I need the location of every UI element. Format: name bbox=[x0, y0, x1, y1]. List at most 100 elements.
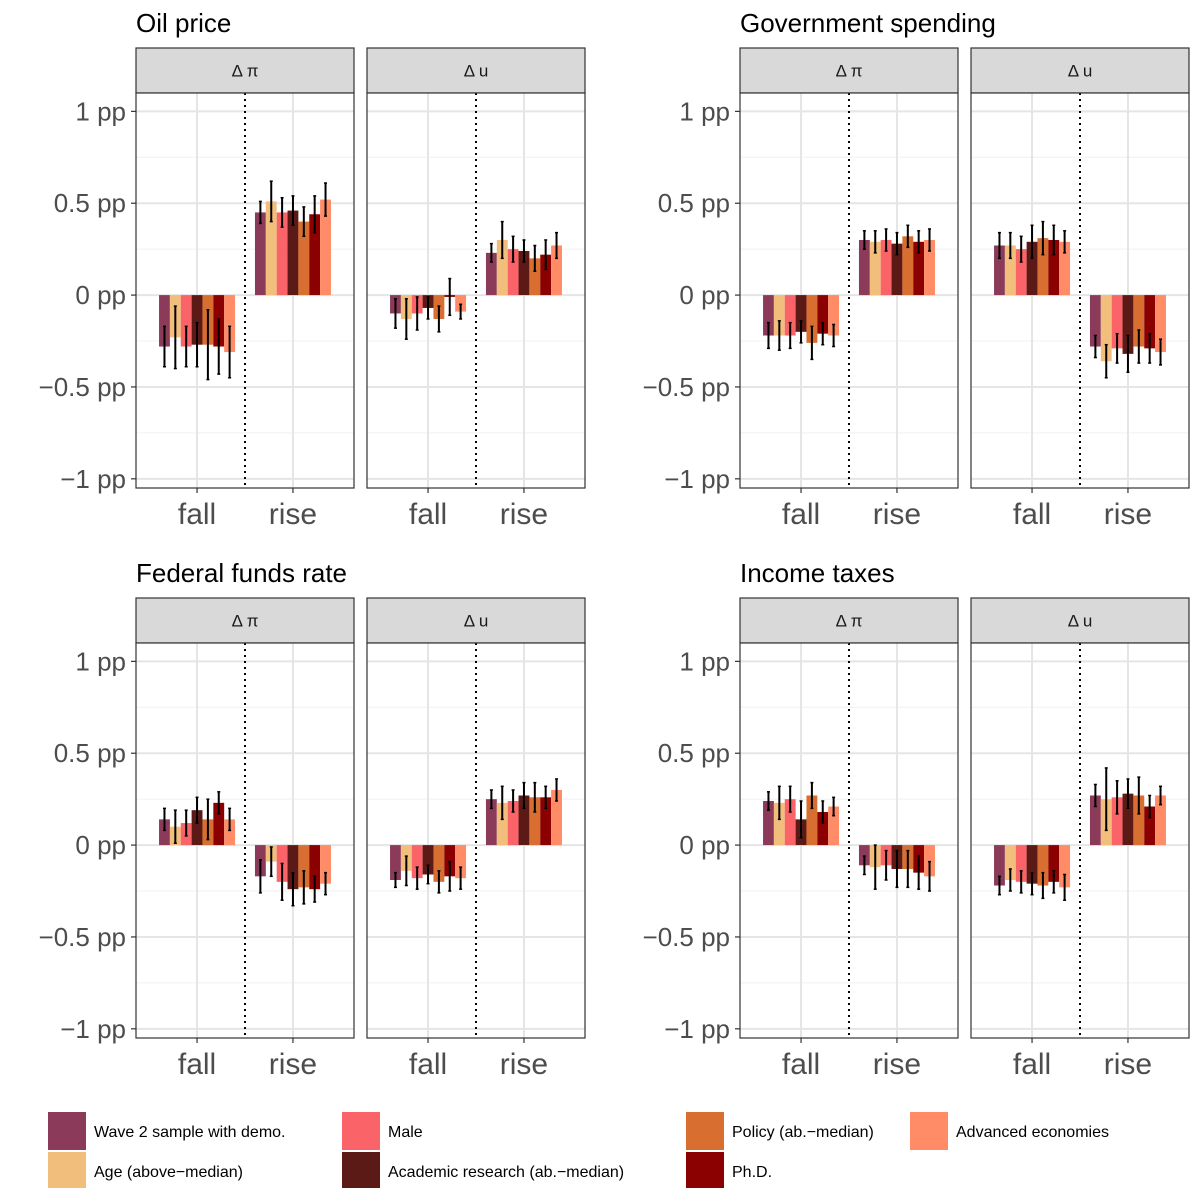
y-tick-label: −0.5 pp bbox=[643, 372, 730, 402]
legend: Wave 2 sample with demo. Age (above−media… bbox=[48, 1112, 1109, 1190]
bar bbox=[298, 845, 310, 888]
facet-strip bbox=[739, 597, 959, 644]
bar bbox=[422, 845, 434, 875]
bar bbox=[320, 845, 331, 884]
y-tick-label: −0.5 pp bbox=[39, 922, 126, 952]
y-tick-label: −1 pp bbox=[60, 1014, 126, 1044]
bar bbox=[994, 245, 1005, 296]
x-tick-label: rise bbox=[269, 1048, 317, 1081]
facet-strip bbox=[970, 47, 1190, 94]
legend-swatch bbox=[686, 1152, 724, 1190]
facet-strip bbox=[739, 47, 959, 94]
legend-swatch bbox=[342, 1152, 380, 1190]
bar bbox=[496, 802, 508, 846]
bar bbox=[180, 295, 192, 347]
facet-1: Δ u fall rise bbox=[970, 597, 1190, 1081]
plot-border bbox=[135, 642, 355, 1039]
facet-1: Δ u fall rise bbox=[366, 597, 586, 1081]
facet-0: Δ π fall rise bbox=[739, 597, 959, 1081]
bar bbox=[254, 212, 266, 296]
bar bbox=[1015, 249, 1027, 296]
bar bbox=[411, 845, 423, 879]
facet-strip bbox=[135, 597, 355, 644]
bar bbox=[551, 245, 562, 296]
bar bbox=[1144, 806, 1156, 846]
bar bbox=[1004, 245, 1016, 296]
facet-label: Δ π bbox=[836, 62, 863, 81]
y-tick-label: 0.5 pp bbox=[54, 738, 126, 768]
bar bbox=[891, 243, 903, 296]
panel-2: Federal funds rate 1 pp 0.5 pp 0 pp −0.5 pp −… bbox=[39, 558, 586, 1081]
bar bbox=[763, 801, 774, 846]
bar bbox=[298, 221, 310, 296]
legend-label: Wave 2 sample with demo. bbox=[94, 1124, 285, 1141]
bar bbox=[1015, 845, 1027, 882]
bar bbox=[309, 214, 321, 296]
bar bbox=[287, 845, 299, 890]
bar bbox=[1155, 295, 1166, 353]
x-tick-label: rise bbox=[1104, 498, 1152, 531]
bar bbox=[763, 295, 774, 336]
bar bbox=[1133, 795, 1145, 846]
bar bbox=[213, 802, 225, 846]
bar bbox=[858, 845, 870, 866]
bar bbox=[913, 241, 925, 296]
bar bbox=[858, 239, 870, 296]
bar bbox=[1004, 845, 1016, 880]
bar bbox=[817, 812, 829, 846]
plot-border bbox=[366, 642, 586, 1039]
bar bbox=[518, 251, 530, 296]
bar bbox=[1089, 795, 1101, 846]
facet-0: Δ π fall rise bbox=[135, 47, 355, 531]
facet-label: Δ π bbox=[836, 612, 863, 631]
y-tick-label: 1 pp bbox=[75, 646, 126, 676]
bar bbox=[1144, 295, 1156, 349]
bar bbox=[1059, 845, 1071, 888]
plot-border bbox=[739, 642, 959, 1039]
bar bbox=[1111, 295, 1123, 349]
x-tick-label: fall bbox=[782, 498, 820, 531]
facet-label: Δ u bbox=[1068, 62, 1093, 81]
legend-item: Academic research (ab.−median) bbox=[342, 1152, 624, 1190]
bar bbox=[265, 201, 277, 296]
bar bbox=[287, 210, 299, 296]
bar bbox=[924, 239, 935, 296]
bar bbox=[1133, 295, 1145, 347]
facet-0: Δ π fall rise bbox=[739, 47, 959, 531]
x-tick-label: rise bbox=[269, 498, 317, 531]
bar bbox=[828, 295, 840, 336]
bar bbox=[390, 845, 401, 880]
legend-swatch bbox=[686, 1112, 724, 1150]
bar bbox=[994, 845, 1005, 886]
facet-strip bbox=[970, 597, 1190, 644]
panel-1: Government spending 1 pp 0.5 pp 0 pp −0.5 pp… bbox=[643, 8, 1190, 531]
plot-border bbox=[135, 92, 355, 489]
bar bbox=[320, 199, 331, 296]
bar bbox=[507, 249, 519, 296]
bar bbox=[1059, 241, 1071, 296]
bar bbox=[806, 795, 818, 846]
bar bbox=[1037, 238, 1049, 296]
panel-3: Income taxes 1 pp 0.5 pp 0 pp −0.5 pp −1 pp Δ … bbox=[643, 558, 1190, 1081]
bar bbox=[191, 295, 203, 345]
bar bbox=[828, 806, 840, 846]
y-tick-label: −0.5 pp bbox=[643, 922, 730, 952]
facet-strip bbox=[366, 597, 586, 644]
bar bbox=[1122, 793, 1134, 846]
legend-item: Male bbox=[342, 1112, 423, 1150]
bar bbox=[485, 252, 497, 296]
facet-label: Δ u bbox=[464, 612, 489, 631]
legend-item: Advanced economies bbox=[910, 1112, 1109, 1150]
bar bbox=[784, 799, 796, 846]
bar bbox=[507, 801, 519, 846]
bar bbox=[773, 802, 785, 846]
plot-border bbox=[970, 642, 1190, 1039]
panel-title: Federal funds rate bbox=[136, 558, 347, 588]
x-tick-label: rise bbox=[873, 498, 921, 531]
y-tick-label: 0 pp bbox=[75, 830, 126, 860]
x-tick-label: rise bbox=[500, 498, 548, 531]
facet-0: Δ π fall rise bbox=[135, 597, 355, 1081]
x-tick-label: fall bbox=[782, 1048, 820, 1081]
y-tick-label: 1 pp bbox=[679, 96, 730, 126]
